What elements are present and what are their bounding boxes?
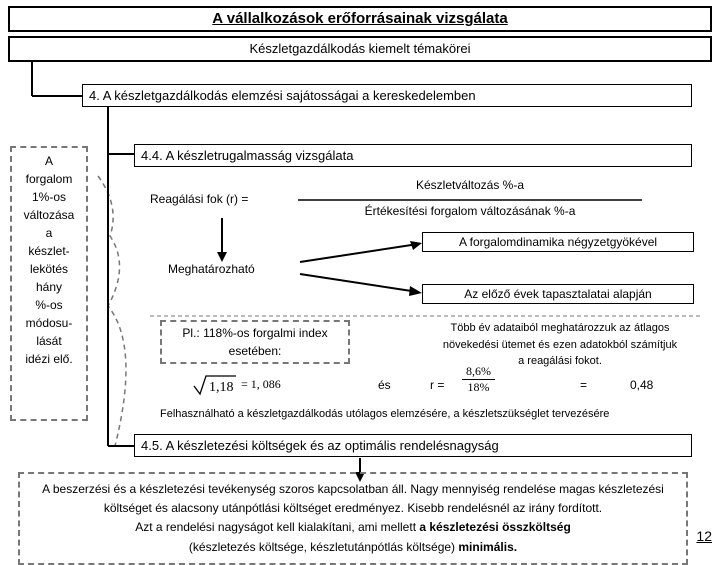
r-res: 0,48 — [630, 378, 653, 392]
example-box: Pl.: 118%-os forgalmi index esetében: — [160, 320, 350, 364]
main-title-box: A vállalkozások erőforrásainak vizsgálat… — [8, 6, 712, 32]
page-number: 12 — [696, 528, 712, 544]
option-1-box: A forgalomdinamika négyzetgyökével — [422, 232, 694, 252]
r-eq: = — [580, 378, 587, 392]
section-45-text: 4.5. A készletezési költségek és az opti… — [141, 438, 499, 453]
section-44-box: 4.4. A készletrugalmasság vizsgálata — [134, 144, 692, 167]
main-title: A vállalkozások erőforrásainak vizsgálat… — [212, 10, 507, 27]
reag-frac-line — [298, 198, 642, 202]
sqrt-formula: 1,18 = 1, 086 — [192, 374, 281, 396]
r-prefix: r = — [430, 378, 444, 392]
section-45-box: 4.5. A készletezési költségek és az opti… — [134, 434, 692, 457]
pl-text1: Pl.: 118%-os forgalmi index — [164, 324, 346, 342]
es-label: és — [378, 378, 391, 392]
bottom-l4: (készletezés költsége, készletutánpótlás… — [30, 538, 676, 557]
sidebar-box: Aforgalom1%-osváltozásaakészlet-lekötésh… — [10, 146, 88, 421]
bottom-l1: A beszerzési és a készletezési tevékenys… — [30, 480, 676, 499]
sqrt-symbol: 1,18 — [192, 374, 238, 396]
sqrt-eq: = 1, 086 — [241, 377, 281, 391]
section-4-text: 4. A készletgazdálkodás elemzési sajátos… — [89, 88, 476, 103]
r-num: 8,6% — [462, 364, 495, 380]
right-text: Több év adataiból meghatározzuk az átlag… — [420, 320, 700, 370]
bottom-l3: Azt a rendelési nagyságot kell kialakíta… — [30, 518, 676, 537]
sqrt-val: 1,18 — [209, 380, 234, 395]
reag-num: Készletváltozás %-a — [300, 178, 640, 192]
subtitle-box: Készletgazdálkodás kiemelt témakörei — [8, 36, 712, 62]
bottom-box: A beszerzési és a készletezési tevékenys… — [18, 472, 688, 565]
r-den: 18% — [462, 380, 495, 395]
section-44-text: 4.4. A készletrugalmasság vizsgálata — [141, 148, 353, 163]
reag-den: Értékesítési forgalom változásának %-a — [300, 204, 640, 218]
reag-label: Reagálási fok (r) = — [150, 192, 248, 206]
subtitle: Készletgazdálkodás kiemelt témakörei — [249, 39, 470, 58]
section-4-box: 4. A készletgazdálkodás elemzési sajátos… — [82, 84, 692, 107]
megh-label: Meghatározható — [168, 262, 255, 276]
r-fraction: 8,6% 18% — [462, 364, 495, 395]
note-text: Felhasználható a készletgazdálkodás utól… — [160, 408, 609, 420]
sidebar-text: Aforgalom1%-osváltozásaakészlet-lekötésh… — [24, 154, 75, 366]
bottom-l2: költséget és alacsony utánpótlási költsé… — [30, 499, 676, 518]
pl-text2: esetében: — [164, 342, 346, 360]
option-2-box: Az előző évek tapasztalatai alapján — [422, 284, 694, 304]
